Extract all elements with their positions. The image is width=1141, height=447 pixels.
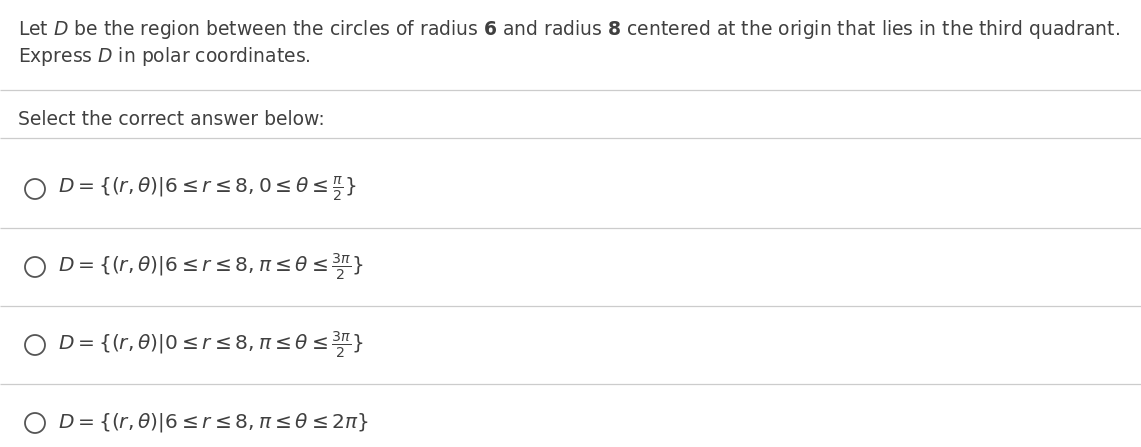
Text: $D = \{(r,\theta)|0 \leq r \leq 8, \pi \leq \theta \leq \frac{3\pi}{2}\}$: $D = \{(r,\theta)|0 \leq r \leq 8, \pi \… [58,330,364,360]
Text: Express $D$ in polar coordinates.: Express $D$ in polar coordinates. [18,45,310,68]
Text: $D = \{(r,\theta)|6 \leq r \leq 8, 0 \leq \theta \leq \frac{\pi}{2}\}$: $D = \{(r,\theta)|6 \leq r \leq 8, 0 \le… [58,175,356,203]
Text: Select the correct answer below:: Select the correct answer below: [18,110,325,129]
Text: $D = \{(r,\theta)|6 \leq r \leq 8, \pi \leq \theta \leq 2\pi\}$: $D = \{(r,\theta)|6 \leq r \leq 8, \pi \… [58,412,369,434]
Text: $D = \{(r,\theta)|6 \leq r \leq 8, \pi \leq \theta \leq \frac{3\pi}{2}\}$: $D = \{(r,\theta)|6 \leq r \leq 8, \pi \… [58,252,364,282]
Text: Let $D$ be the region between the circles of radius $\mathbf{6}$ and radius $\ma: Let $D$ be the region between the circle… [18,18,1120,41]
